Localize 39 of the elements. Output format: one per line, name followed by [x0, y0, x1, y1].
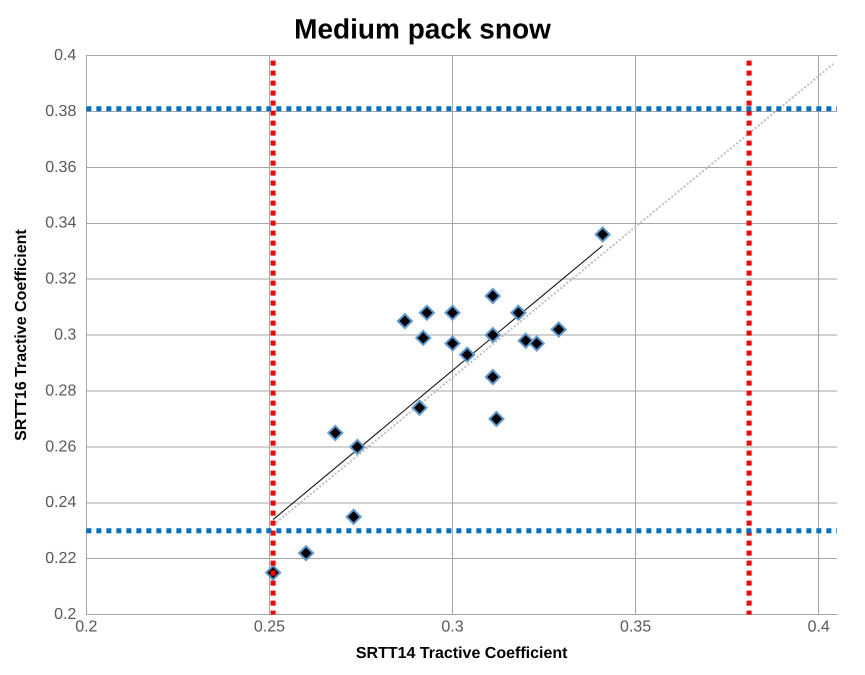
point [444, 304, 461, 321]
x-tick-label: 0.3 [441, 618, 464, 636]
point [510, 304, 526, 321]
y-tick-label: 0.32 [45, 270, 76, 288]
point [484, 288, 501, 304]
x-tick-label: 0.2 [75, 618, 98, 636]
y-tick-label: 0.34 [45, 214, 76, 232]
y-tick-label: 0.26 [45, 438, 76, 456]
point [346, 508, 362, 525]
x-tick-label: 0.35 [620, 618, 652, 636]
point [484, 369, 501, 386]
y-tick-label: 0.24 [45, 494, 76, 512]
y-tick-label: 0.3 [54, 326, 76, 344]
y-tick-label: 0.2 [54, 606, 76, 624]
point [528, 335, 545, 352]
y-tick-label: 0.4 [54, 47, 76, 64]
chart-title: Medium pack snow [294, 14, 552, 45]
y-tick-label: 0.36 [45, 158, 76, 176]
point [594, 226, 611, 242]
point [418, 304, 435, 321]
x-axis-title: SRTT14 Tractive Coefficient [356, 644, 568, 662]
x-tick-label: 0.25 [254, 618, 286, 636]
point [550, 322, 567, 338]
point [444, 335, 461, 352]
y-tick-label: 0.22 [45, 550, 76, 568]
point [518, 332, 534, 349]
y-axis-title: SRTT16 Tractive Coefficient [13, 228, 30, 441]
point [459, 346, 476, 363]
point [327, 424, 344, 441]
point [349, 438, 366, 455]
x-tick-label: 0.4 [808, 618, 830, 636]
point [396, 313, 413, 330]
point [412, 400, 428, 416]
point [415, 330, 432, 346]
y-tick-label: 0.38 [45, 102, 76, 120]
point [488, 410, 504, 427]
y-tick-label: 0.28 [45, 382, 76, 400]
point [298, 545, 314, 562]
point [484, 327, 501, 344]
